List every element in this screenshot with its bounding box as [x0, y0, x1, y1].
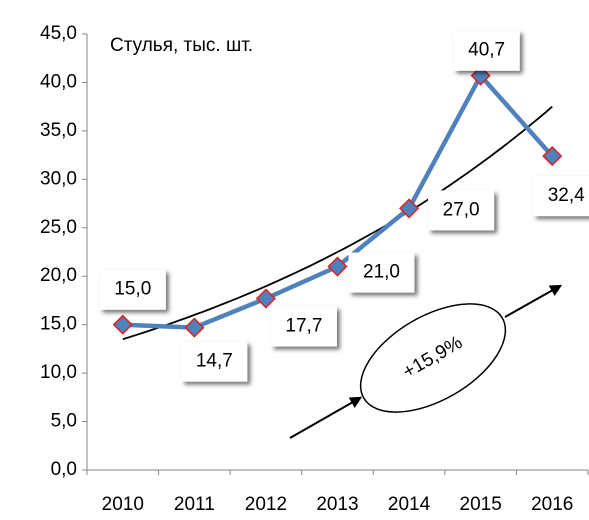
marker	[399, 198, 420, 219]
data-label: 21,0	[363, 262, 400, 283]
data-label: 14,7	[196, 351, 233, 372]
x-tick-label: 2010	[102, 494, 144, 515]
chart-title: Стулья, тыс. шт.	[110, 35, 253, 56]
marker	[470, 65, 491, 86]
data-label: 32,4	[548, 185, 585, 206]
x-tick-label: 2013	[316, 494, 358, 515]
x-tick-label: 2015	[460, 494, 502, 515]
label-box	[428, 190, 495, 231]
data-label: 40,7	[468, 40, 505, 61]
x-tick-label: 2016	[531, 494, 573, 515]
x-tick-label: 2012	[245, 494, 287, 515]
y-tick-label: 30,0	[40, 168, 77, 189]
trendline	[122, 105, 553, 341]
y-tick-label: 40,0	[40, 71, 77, 92]
label-box	[99, 269, 166, 310]
y-tick-label: 10,0	[40, 362, 77, 383]
y-tick-label: 0,0	[51, 459, 77, 480]
label-box	[181, 341, 248, 382]
label-box	[270, 306, 337, 347]
marker	[112, 314, 133, 335]
arrow	[504, 284, 563, 318]
data-label: 27,0	[443, 199, 480, 220]
arrow	[289, 396, 363, 439]
y-tick-label: 5,0	[51, 411, 77, 432]
marker	[255, 288, 276, 309]
label-box	[348, 252, 415, 293]
data-label: 17,7	[285, 316, 322, 337]
y-tick-label: 25,0	[40, 217, 77, 238]
annotation-ellipse	[359, 303, 507, 413]
annotation: +15,9%	[289, 284, 563, 439]
y-tick-label: 35,0	[40, 120, 77, 141]
y-tick-label: 15,0	[40, 314, 77, 335]
data-label: 15,0	[114, 279, 151, 300]
label-box	[533, 176, 589, 217]
marker	[184, 317, 205, 338]
marker	[327, 256, 348, 277]
label-box	[453, 30, 520, 71]
y-tick-label: 45,0	[40, 23, 77, 44]
x-tick-label: 2011	[174, 494, 215, 515]
y-tick-label: 20,0	[40, 265, 77, 286]
x-tick-label: 2014	[388, 494, 431, 515]
marker	[542, 146, 563, 167]
